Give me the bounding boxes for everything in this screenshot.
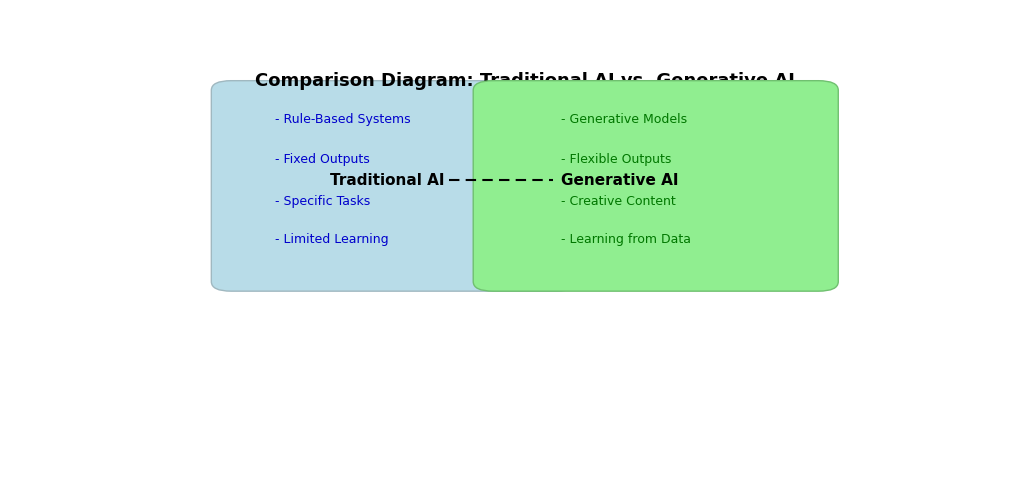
- Text: - Specific Tasks: - Specific Tasks: [274, 195, 370, 208]
- Text: - Generative Models: - Generative Models: [560, 113, 687, 126]
- FancyBboxPatch shape: [211, 81, 577, 291]
- Text: - Creative Content: - Creative Content: [560, 195, 675, 208]
- Text: Comparison Diagram: Traditional AI vs. Generative AI: Comparison Diagram: Traditional AI vs. G…: [255, 72, 795, 89]
- FancyBboxPatch shape: [473, 81, 839, 291]
- Text: - Rule-Based Systems: - Rule-Based Systems: [274, 113, 411, 126]
- Text: Traditional AI: Traditional AI: [331, 172, 444, 188]
- Text: - Learning from Data: - Learning from Data: [560, 233, 690, 246]
- Text: - Flexible Outputs: - Flexible Outputs: [560, 154, 671, 166]
- Text: Generative AI: Generative AI: [560, 172, 678, 188]
- Text: - Fixed Outputs: - Fixed Outputs: [274, 154, 370, 166]
- Text: - Limited Learning: - Limited Learning: [274, 233, 388, 246]
